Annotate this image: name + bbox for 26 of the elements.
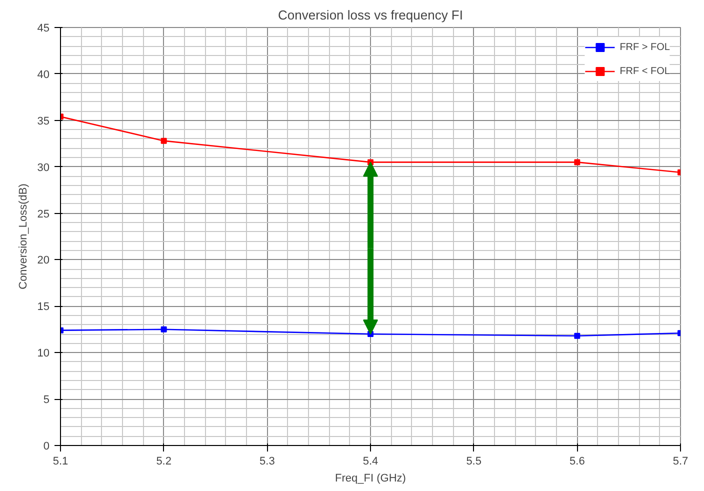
y-tick-label: 25 <box>37 208 50 220</box>
x-tick-label: 5.3 <box>260 456 275 468</box>
y-tick-label: 0 <box>43 440 50 452</box>
y-tick-label: 45 <box>37 22 50 34</box>
y-tick-label: 40 <box>37 68 50 81</box>
y-axis-title: Conversion_Loss(dB) <box>17 184 30 290</box>
y-tick-label: 20 <box>37 254 50 267</box>
point <box>160 138 167 144</box>
legend-label: FRF > FOL <box>620 42 670 52</box>
point <box>160 326 167 332</box>
y-tick-label: 30 <box>37 162 50 174</box>
y-tick-label: 15 <box>37 301 50 314</box>
y-tick-label: 10 <box>37 348 50 360</box>
x-axis-title: Freq_FI (GHz) <box>335 472 406 484</box>
y-tick-label: 5 <box>43 394 50 406</box>
x-tick-label: 5.7 <box>672 456 688 468</box>
x-tick-label: 5.6 <box>570 456 585 468</box>
x-tick-label: 5.4 <box>362 456 378 468</box>
x-tick-label: 5.1 <box>52 456 68 468</box>
legend-label: FRF < FOL <box>620 66 670 76</box>
y-tick-label: 35 <box>37 115 50 128</box>
point <box>574 332 580 339</box>
point <box>574 159 580 166</box>
x-tick-label: 5.2 <box>156 456 172 468</box>
chart-title: Conversion loss vs frequency FI <box>278 8 463 22</box>
x-tick-label: 5.5 <box>466 456 482 468</box>
